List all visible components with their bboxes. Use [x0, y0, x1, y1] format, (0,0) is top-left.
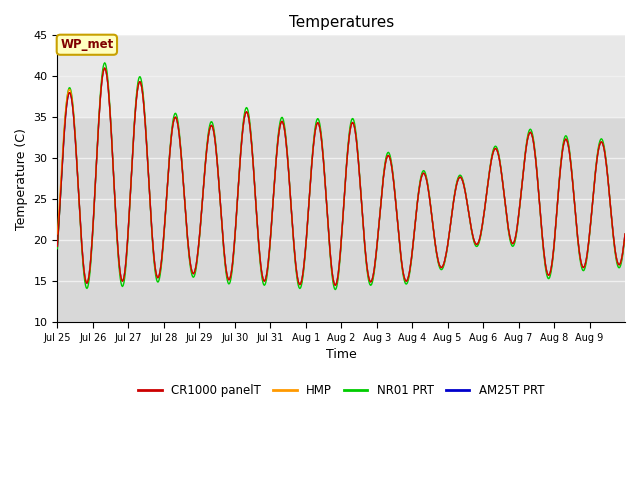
- CR1000 panelT: [534, 180, 541, 185]
- CR1000 panelT: [517, 193, 525, 199]
- CR1000 panelT: [463, 198, 470, 204]
- Line: CR1000 panelT: CR1000 panelT: [58, 68, 625, 285]
- AM25T PRT: [63, 106, 70, 112]
- NR01 PRT: [621, 233, 629, 239]
- HMP: [332, 282, 339, 288]
- NR01 PRT: [517, 193, 525, 199]
- CR1000 panelT: [332, 282, 339, 288]
- NR01 PRT: [132, 100, 140, 106]
- Title: Temperatures: Temperatures: [289, 15, 394, 30]
- CR1000 panelT: [63, 106, 70, 112]
- AM25T PRT: [179, 176, 187, 182]
- AM25T PRT: [332, 282, 339, 288]
- X-axis label: Time: Time: [326, 348, 356, 361]
- AM25T PRT: [101, 65, 109, 71]
- CR1000 panelT: [621, 231, 629, 237]
- HMP: [132, 104, 140, 109]
- NR01 PRT: [54, 246, 61, 252]
- AM25T PRT: [54, 243, 61, 249]
- AM25T PRT: [132, 104, 140, 109]
- HMP: [63, 101, 70, 107]
- HMP: [101, 65, 109, 71]
- NR01 PRT: [534, 179, 541, 184]
- CR1000 panelT: [54, 243, 61, 249]
- HMP: [463, 198, 470, 204]
- CR1000 panelT: [101, 65, 109, 71]
- Line: AM25T PRT: AM25T PRT: [58, 68, 625, 285]
- HMP: [179, 176, 187, 182]
- Bar: [58, 36, 625, 117]
- CR1000 panelT: [179, 176, 187, 182]
- HMP: [621, 231, 629, 237]
- Legend: CR1000 panelT, HMP, NR01 PRT, AM25T PRT: CR1000 panelT, HMP, NR01 PRT, AM25T PRT: [134, 380, 549, 402]
- NR01 PRT: [63, 102, 70, 108]
- AM25T PRT: [517, 193, 525, 199]
- HMP: [534, 180, 541, 185]
- NR01 PRT: [332, 287, 339, 292]
- Line: HMP: HMP: [58, 68, 625, 285]
- CR1000 panelT: [132, 104, 140, 109]
- Text: WP_met: WP_met: [60, 38, 113, 51]
- AM25T PRT: [463, 198, 470, 204]
- Line: NR01 PRT: NR01 PRT: [58, 63, 625, 289]
- HMP: [517, 193, 525, 199]
- NR01 PRT: [179, 175, 187, 181]
- NR01 PRT: [463, 198, 470, 204]
- AM25T PRT: [534, 180, 541, 185]
- NR01 PRT: [101, 60, 109, 66]
- Y-axis label: Temperature (C): Temperature (C): [15, 128, 28, 229]
- HMP: [54, 231, 61, 237]
- AM25T PRT: [621, 231, 629, 237]
